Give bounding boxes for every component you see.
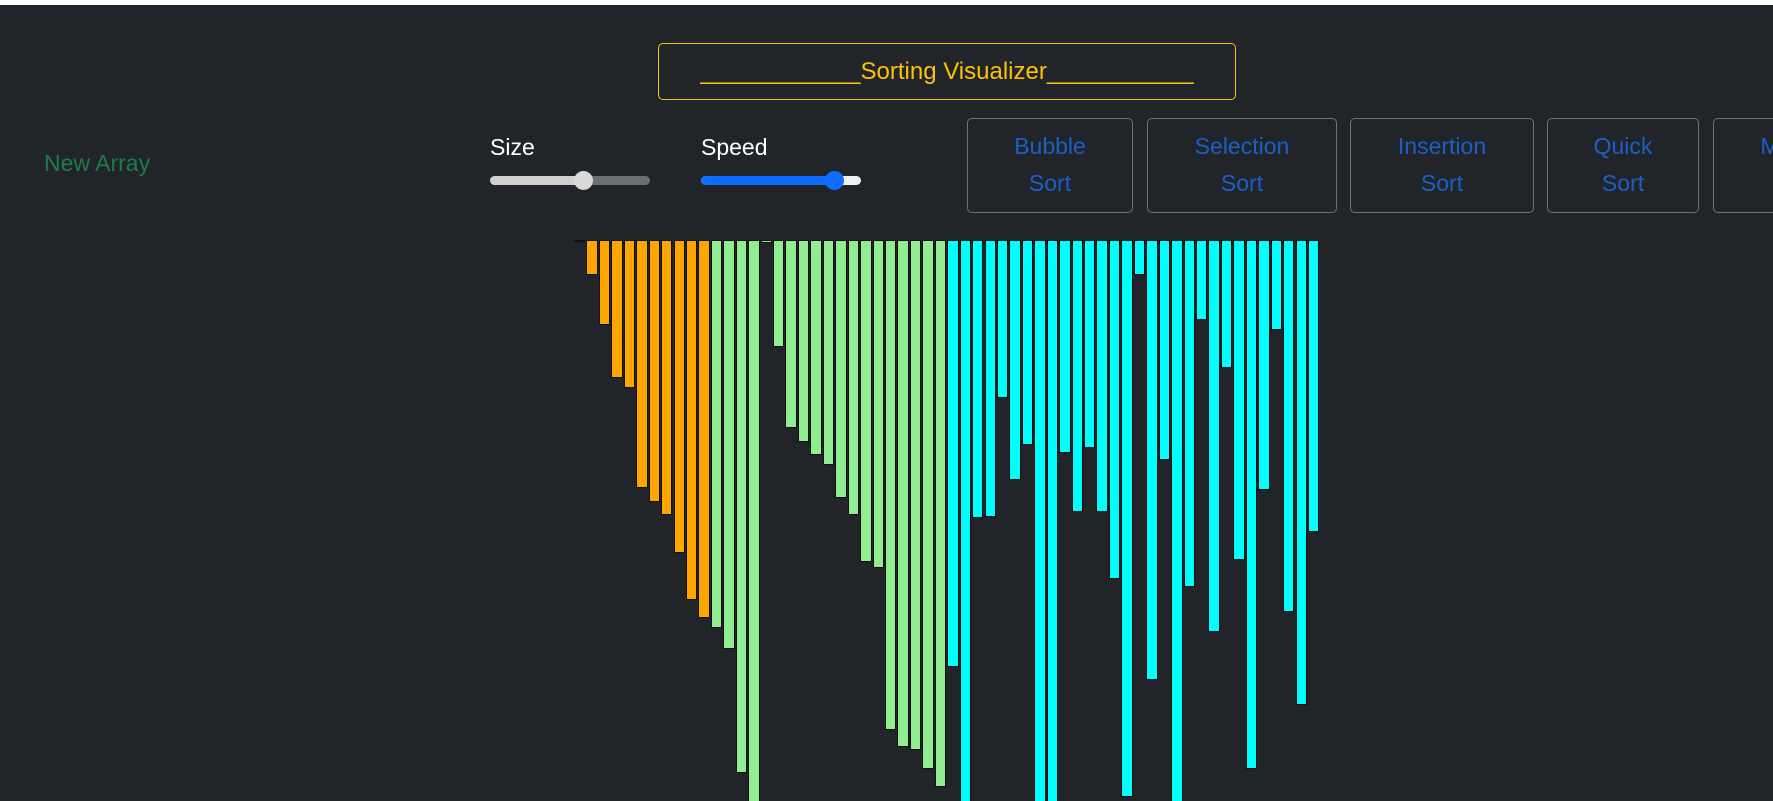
slider-thumb[interactable] <box>824 171 844 190</box>
array-bar <box>710 240 723 628</box>
button-text: Selection <box>1194 133 1290 159</box>
top-strip <box>0 0 1773 5</box>
array-bar <box>835 240 847 498</box>
array-bar <box>1121 240 1133 798</box>
array-bar <box>1171 240 1183 801</box>
size-label: Size <box>490 134 535 160</box>
array-bar <box>760 240 772 244</box>
array-bar <box>1096 240 1108 513</box>
button-text: Quick <box>1593 133 1653 159</box>
slider-fill <box>490 176 583 185</box>
array-bar <box>822 240 835 465</box>
array-bar <box>1208 240 1220 633</box>
array-bar <box>748 240 760 801</box>
array-bar <box>897 240 909 747</box>
array-bar <box>586 240 598 276</box>
sort-button[interactable]: Insertion Sort <box>1350 118 1534 213</box>
array-bar <box>1046 240 1059 801</box>
speed-label: Speed <box>701 134 768 160</box>
array-bar <box>773 240 785 348</box>
array-bar <box>685 240 698 600</box>
array-bar <box>1295 240 1307 705</box>
button-text: Sort <box>1220 170 1264 196</box>
array-bar <box>872 240 884 568</box>
array-bar <box>1084 240 1096 449</box>
array-bar <box>1059 240 1071 453</box>
button-text: Sort <box>1714 165 1773 202</box>
array-bar <box>797 240 810 443</box>
slider-fill <box>701 176 834 185</box>
array-bar <box>1220 240 1233 368</box>
array-bar <box>996 240 1009 399</box>
array-bar <box>1270 240 1283 331</box>
array-bar <box>1071 240 1083 513</box>
button-text: Merge <box>1760 133 1773 159</box>
array-bar <box>1245 240 1258 770</box>
speed-slider[interactable] <box>701 171 861 190</box>
array-bar <box>860 240 872 563</box>
array-bar <box>959 240 972 801</box>
array-bar <box>785 240 797 428</box>
array-bar <box>735 240 748 773</box>
array-bar <box>598 240 611 325</box>
slider-thumb[interactable] <box>573 171 593 190</box>
title: ____________Sorting Visualizer__________… <box>658 43 1236 100</box>
sort-button[interactable]: Selection Sort <box>1147 118 1337 213</box>
array-bar <box>1258 240 1270 490</box>
array-bar <box>1146 240 1158 680</box>
button-text: Sort <box>1601 170 1645 196</box>
array-bar <box>661 240 673 515</box>
array-bar <box>1108 240 1121 580</box>
array-bar <box>885 240 897 730</box>
array-bar <box>1283 240 1295 612</box>
array-bar <box>1133 240 1146 276</box>
button-text: Bubble <box>1014 133 1086 159</box>
array-bar <box>611 240 623 378</box>
button-text: Insertion <box>1397 133 1487 159</box>
array-bar <box>1196 240 1208 321</box>
array-bar <box>648 240 661 503</box>
button-text: Sort <box>1420 170 1464 196</box>
array-bar <box>1009 240 1021 480</box>
new-array-button[interactable]: New Array <box>44 150 151 176</box>
array-bar <box>909 240 922 750</box>
array-bar <box>847 240 860 515</box>
array-bar <box>810 240 822 455</box>
array-bar <box>673 240 685 554</box>
array-bar <box>1034 240 1046 801</box>
array-bar <box>636 240 648 488</box>
array-bar <box>574 240 586 242</box>
array-bar <box>972 240 984 519</box>
size-slider[interactable] <box>490 171 650 190</box>
button-text: Sort <box>1028 170 1072 196</box>
array-bar <box>934 240 947 788</box>
sort-button[interactable]: Bubble Sort <box>967 118 1133 213</box>
array-bar <box>1307 240 1320 532</box>
array-bar <box>922 240 934 770</box>
array-bar <box>1233 240 1245 560</box>
sort-button[interactable]: Quick Sort <box>1547 118 1699 213</box>
array-bar <box>1158 240 1171 461</box>
array-bar <box>698 240 710 618</box>
array-bar <box>623 240 636 389</box>
array-bar <box>723 240 735 650</box>
array-bar <box>947 240 959 668</box>
sort-button[interactable]: Merge Sort <box>1713 118 1773 213</box>
array-bar <box>984 240 996 518</box>
array-bar <box>1183 240 1195 588</box>
array-bar <box>1021 240 1034 445</box>
